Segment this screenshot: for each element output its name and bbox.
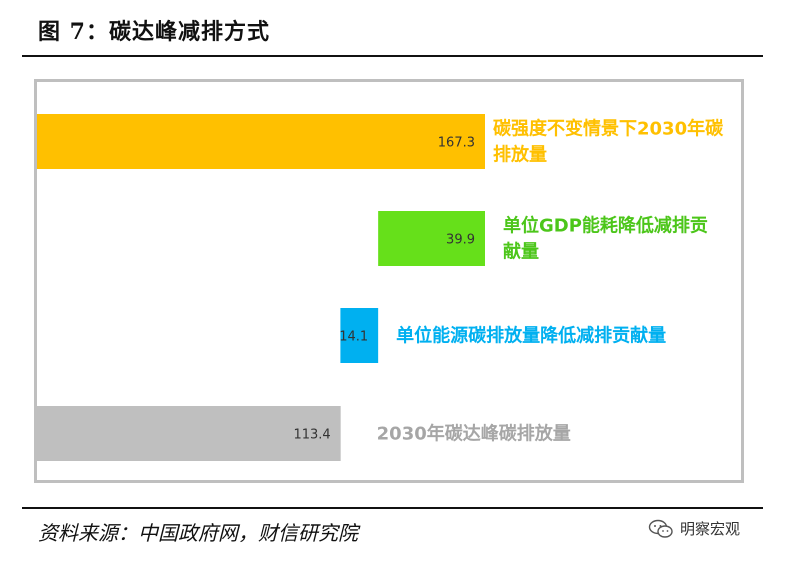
watermark: 明察宏观: [648, 518, 740, 539]
category-label-1-line-1: 献量: [503, 241, 539, 263]
category-label-0-line-1: 排放量: [493, 144, 547, 166]
category-label-3-line-0: 2030年碳达峰碳排放量: [377, 423, 571, 445]
wechat-icon: [648, 519, 673, 538]
source-note: 资料来源：中国政府网，财信研究院: [38, 521, 358, 545]
chart-frame: [34, 79, 744, 483]
value-label-0: 167.3: [438, 136, 475, 151]
figure-title: 图 7：碳达峰减排方式: [38, 19, 270, 45]
source-divider: [22, 507, 763, 509]
bar-2: [340, 308, 379, 363]
title-divider: [22, 55, 763, 57]
bar-1: [378, 211, 485, 266]
bar-3: [37, 406, 341, 461]
category-label-1-line-0: 单位GDP能耗降低减排贡: [503, 215, 708, 237]
value-label-2: 14.1: [339, 330, 368, 345]
value-label-3: 113.4: [293, 428, 330, 443]
value-label-1: 39.9: [446, 233, 475, 248]
watermark-text: 明察宏观: [680, 520, 741, 538]
category-label-0-line-0: 碳强度不变情景下2030年碳: [493, 118, 724, 140]
category-label-2-line-0: 单位能源碳排放量降低减排贡献量: [396, 325, 666, 347]
bar-0: [37, 114, 485, 169]
